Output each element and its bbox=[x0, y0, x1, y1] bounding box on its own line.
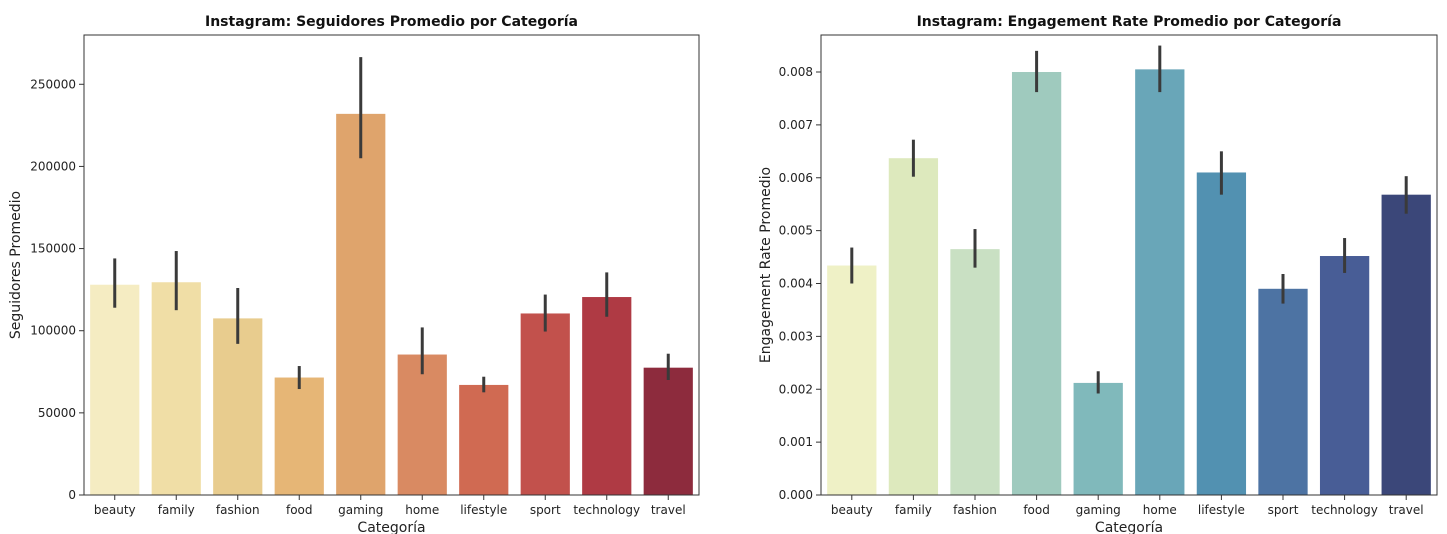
y-tick-label: 0.004 bbox=[779, 277, 813, 291]
y-tick-label: 0.001 bbox=[779, 435, 813, 449]
bar-home bbox=[1135, 69, 1185, 496]
x-tick-label-food: food bbox=[1023, 503, 1050, 517]
x-tick-label-lifestyle: lifestyle bbox=[1198, 503, 1245, 517]
bar-family bbox=[888, 158, 939, 495]
y-tick-label: 0.003 bbox=[779, 329, 813, 343]
y-tick-label: 100000 bbox=[30, 324, 76, 338]
x-tick-label-family: family bbox=[895, 503, 932, 517]
x-tick-label-technology: technology bbox=[573, 503, 640, 517]
x-tick-label-sport: sport bbox=[530, 503, 561, 517]
x-tick-label-beauty: beauty bbox=[94, 503, 136, 517]
x-tick-label-travel: travel bbox=[651, 503, 686, 517]
x-tick-label-gaming: gaming bbox=[338, 503, 383, 517]
x-tick-label-family: family bbox=[158, 503, 195, 517]
bar-lifestyle bbox=[1196, 172, 1247, 496]
bar-travel bbox=[1381, 194, 1431, 495]
y-tick-label: 0.005 bbox=[779, 224, 813, 238]
x-tick-label-food: food bbox=[286, 503, 313, 517]
bar-lifestyle bbox=[459, 384, 509, 495]
plot-frame bbox=[820, 34, 1438, 496]
x-tick-label-travel: travel bbox=[1389, 503, 1424, 517]
bar-sport bbox=[520, 313, 570, 495]
plot-frame bbox=[83, 34, 700, 496]
y-tick-label: 250000 bbox=[30, 77, 76, 91]
bar-fashion bbox=[213, 318, 263, 495]
bar-beauty bbox=[90, 284, 140, 495]
x-tick-label-beauty: beauty bbox=[831, 503, 873, 517]
followers-chart: 0 50000 100000 150000 200000 250000 beauty fami… bbox=[8, 14, 700, 534]
y-axis-label: Seguidores Promedio bbox=[8, 191, 24, 339]
chart-title: Instagram: Seguidores Promedio por Categ… bbox=[205, 14, 578, 30]
y-tick-label: 150000 bbox=[30, 242, 76, 256]
y-tick-label: 0 bbox=[68, 488, 76, 502]
chart-title: Instagram: Engagement Rate Promedio por … bbox=[917, 14, 1342, 30]
bar-beauty bbox=[827, 265, 877, 495]
bar-fashion bbox=[950, 249, 1000, 495]
bar-family bbox=[151, 282, 201, 495]
x-tick-label-fashion: fashion bbox=[953, 503, 997, 517]
bar-gaming bbox=[336, 113, 386, 495]
engagement-chart: 0.000 0.001 0.002 0.003 0.004 0.005 0.006 0.007… bbox=[758, 14, 1438, 534]
x-axis-label: Categoría bbox=[357, 520, 425, 534]
x-tick-label-sport: sport bbox=[1268, 503, 1299, 517]
y-tick-label: 200000 bbox=[30, 159, 76, 173]
y-axis-label: Engagement Rate Promedio bbox=[758, 167, 774, 363]
bar-food bbox=[1011, 72, 1062, 495]
bar-technology bbox=[1319, 256, 1370, 495]
bar-gaming bbox=[1073, 382, 1123, 495]
bar-food bbox=[274, 377, 324, 495]
x-tick-label-technology: technology bbox=[1311, 503, 1378, 517]
x-tick-label-home: home bbox=[405, 503, 439, 517]
bar-home bbox=[397, 354, 447, 495]
x-tick-label-lifestyle: lifestyle bbox=[460, 503, 507, 517]
y-tick-label: 0.008 bbox=[779, 65, 813, 79]
bar-sport bbox=[1258, 288, 1308, 495]
x-tick-label-fashion: fashion bbox=[216, 503, 260, 517]
x-axis-label: Categoría bbox=[1095, 520, 1163, 534]
bar-travel bbox=[643, 367, 693, 495]
x-tick-label-gaming: gaming bbox=[1076, 503, 1121, 517]
y-tick-label: 0.002 bbox=[779, 382, 813, 396]
y-tick-label: 0.000 bbox=[779, 488, 813, 502]
y-tick-label: 50000 bbox=[38, 406, 76, 420]
bar-technology bbox=[582, 297, 632, 495]
y-tick-label: 0.007 bbox=[779, 118, 813, 132]
y-tick-label: 0.006 bbox=[779, 171, 813, 185]
x-tick-label-home: home bbox=[1143, 503, 1177, 517]
